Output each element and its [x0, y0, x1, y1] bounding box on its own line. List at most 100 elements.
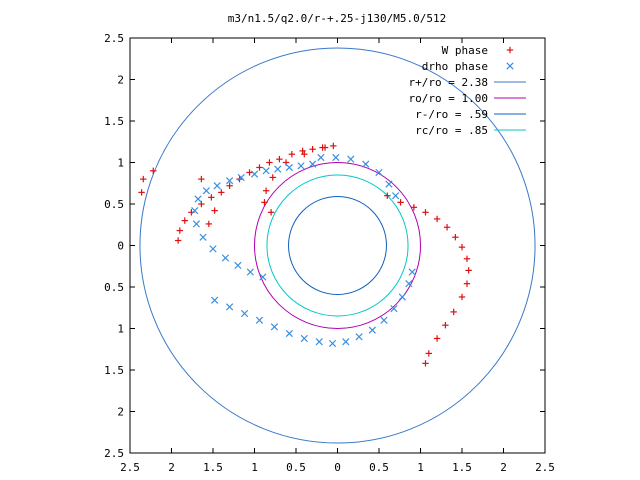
drho-phase-point	[375, 168, 383, 177]
w-phase-point	[288, 151, 296, 158]
w-phase-point	[410, 204, 418, 211]
legend-label: rc/ro = .85	[415, 124, 488, 137]
w-phase-point	[181, 217, 188, 224]
w-phase-point	[267, 209, 275, 216]
drho-phase-point	[255, 316, 264, 324]
w-phase-point	[397, 199, 404, 206]
legend-label: ro/ro = 1.00	[409, 92, 488, 105]
drho-phase-point	[225, 177, 234, 185]
drho-phase-point	[221, 254, 230, 262]
w-phase-point	[463, 280, 471, 287]
drho-phase-point	[342, 338, 350, 346]
drho-phase-point	[408, 268, 416, 276]
w-phase-point	[458, 293, 466, 301]
w-phase-point	[442, 321, 449, 329]
x-axis: 2.5 2 1.5 1 0.5 0 0.5 1 1.5 2 2.5	[120, 38, 555, 474]
legend-label: r+/ro = 2.38	[409, 76, 488, 89]
data-markers	[138, 142, 472, 367]
y-tick-label: 1	[117, 157, 124, 170]
drho-phase-point	[262, 167, 270, 175]
drho-phase-point	[192, 220, 201, 228]
drho-phase-point	[246, 268, 254, 276]
drho-phase-point	[285, 163, 293, 172]
x-tick-label: 1	[417, 461, 424, 474]
reference-circle	[266, 174, 409, 317]
w-phase-point	[276, 155, 283, 163]
drho-phase-point	[270, 323, 279, 331]
x-tick-label: 0.5	[286, 461, 306, 474]
w-phase-point	[256, 164, 263, 171]
reference-circles	[139, 47, 536, 444]
drho-phase-point	[385, 180, 393, 188]
reference-circle	[288, 196, 387, 295]
w-phase-point	[138, 189, 145, 196]
legend-label: W phase	[442, 44, 488, 57]
drho-phase-point	[191, 207, 199, 215]
w-phase-point	[269, 174, 276, 181]
x-tick-label: 2.5	[535, 461, 555, 474]
drho-phase-point	[328, 339, 337, 348]
drho-phase-point	[297, 162, 305, 170]
w-phase-point	[330, 142, 337, 150]
w-phase-point	[262, 187, 270, 194]
reference-circle	[254, 162, 421, 329]
drho-phase-point	[347, 155, 355, 163]
drho-phase-point	[240, 309, 249, 318]
w-phase-point	[422, 209, 429, 216]
drho-phase-point	[362, 160, 370, 168]
x-tick-label: 2	[500, 461, 507, 474]
w-phase-point	[211, 207, 218, 214]
drho-phase-point	[211, 296, 219, 304]
x-tick-label: 1.5	[203, 461, 223, 474]
y-tick-label: 2.5	[104, 447, 124, 460]
w-phase-point	[176, 227, 183, 234]
w-phase-point	[433, 335, 441, 342]
y-tick-label: 0.5	[104, 281, 124, 294]
reference-circle	[139, 47, 536, 444]
drho-phase-point	[332, 153, 340, 162]
drho-phase-point	[237, 173, 245, 182]
x-tick-label: 0	[334, 461, 341, 474]
y-tick-label: 1.5	[104, 364, 124, 377]
drho-phase-point	[355, 333, 363, 341]
w-phase-point	[246, 169, 253, 176]
w-phase-point	[266, 159, 273, 166]
w-phase-point	[443, 224, 451, 231]
chart-title: m3/n1.5/q2.0/r-+.25-j130/M5.0/512	[228, 12, 447, 25]
x-tick-label: 1	[251, 461, 258, 474]
legend-symbol	[506, 46, 514, 54]
x-tick-label: 1.5	[452, 461, 472, 474]
drho-phase-point	[259, 273, 267, 281]
w-phase-point	[299, 147, 306, 155]
drho-phase-point	[274, 165, 282, 173]
drho-phase-point	[308, 160, 317, 168]
y-tick-label: 2	[117, 74, 124, 87]
w-phase-point	[450, 308, 457, 316]
y-tick-label: 0	[117, 240, 124, 253]
w-phase-point	[465, 267, 472, 274]
w-phase-point	[140, 175, 147, 183]
drho-phase-point	[315, 338, 323, 346]
w-phase-point	[301, 151, 308, 158]
w-phase-point	[433, 215, 441, 223]
w-phase-point	[174, 237, 182, 244]
legend-symbol	[506, 62, 514, 70]
drho-phase-point	[194, 195, 202, 203]
legend: W phase drho phase r+/ro = 2.38 ro/ro = 1.0…	[409, 44, 526, 137]
drho-phase-point	[391, 192, 400, 200]
y-tick-label: 1.5	[104, 115, 124, 128]
y-tick-label: 2.5	[104, 32, 124, 45]
drho-phase-point	[368, 326, 376, 334]
w-phase-point	[425, 350, 432, 357]
drho-phase-point	[213, 182, 221, 190]
drho-phase-point	[390, 304, 398, 313]
w-phase-point	[261, 199, 268, 206]
drho-phase-point	[250, 170, 259, 178]
x-tick-label: 2.5	[120, 461, 140, 474]
w-phase-point	[150, 167, 157, 174]
w-phase-point	[458, 243, 466, 251]
y-tick-label: 2	[117, 406, 124, 419]
drho-phase-point	[202, 187, 210, 195]
legend-label: r-/ro = .59	[415, 108, 488, 121]
